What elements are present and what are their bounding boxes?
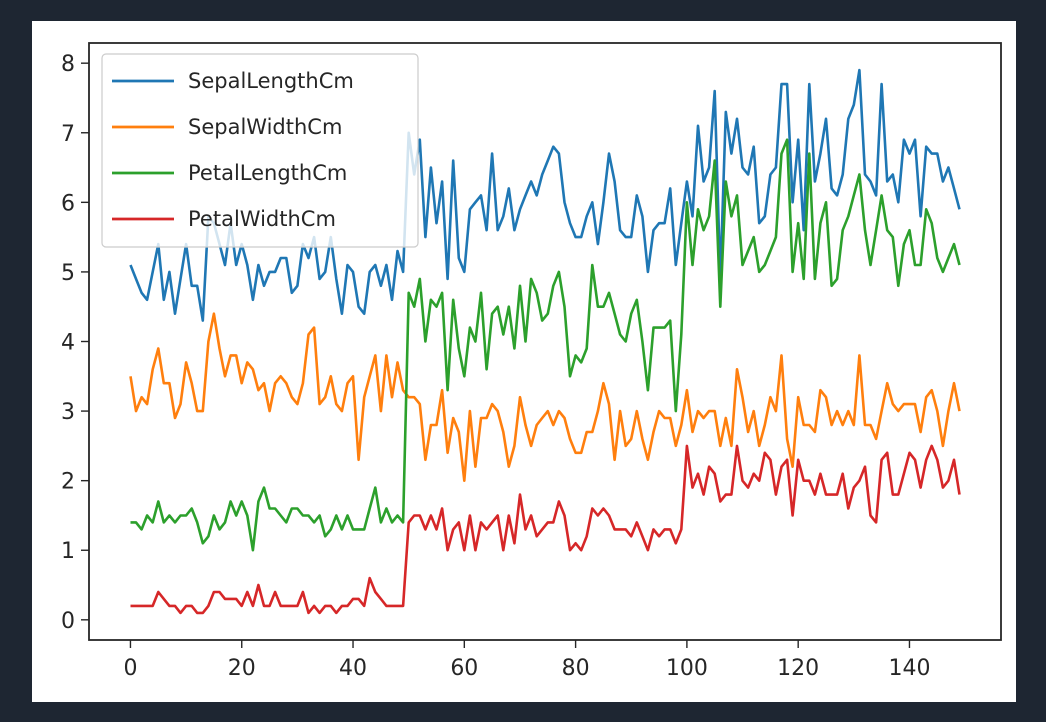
- y-tick-label: 8: [61, 52, 75, 77]
- y-tick-label: 1: [61, 539, 75, 564]
- legend-label-sepallengthcm: SepalLengthCm: [188, 69, 354, 93]
- legend-label-petalwidthcm: PetalWidthCm: [188, 207, 336, 231]
- x-tick-label: 120: [777, 656, 819, 681]
- chart-figure: 0 20 40 60 80 100 120 140 0 1 2 3 4 5 6 7 8 SepalLength…: [32, 21, 1016, 702]
- x-tick-label: 20: [228, 656, 256, 681]
- x-tick-label: 100: [666, 656, 708, 681]
- y-tick-label: 2: [61, 470, 75, 495]
- legend-label-sepalwidthcm: SepalWidthCm: [188, 115, 342, 139]
- series-lines: [129, 68, 961, 615]
- series-line-petallengthcm: [130, 138, 961, 552]
- y-axis: 0 1 2 3 4 5 6 7 8: [61, 52, 89, 634]
- x-tick-label: 140: [888, 656, 930, 681]
- y-tick-label: 0: [61, 609, 75, 634]
- series-line-sepallengthcm: [129, 68, 961, 322]
- line-chart: 0 20 40 60 80 100 120 140 0 1 2 3 4 5 6 7 8 SepalLength…: [61, 42, 1002, 681]
- x-tick-label: 60: [450, 656, 478, 681]
- y-tick-label: 3: [61, 400, 75, 425]
- legend: SepalLengthCm SepalWidthCm PetalLengthCm Pe…: [101, 53, 419, 248]
- x-tick-label: 80: [562, 656, 590, 681]
- y-tick-label: 6: [61, 191, 75, 216]
- series-line-sepalwidthcm: [129, 312, 961, 483]
- x-axis: 0 20 40 60 80 100 120 140: [123, 640, 930, 681]
- y-tick-label: 4: [61, 331, 75, 356]
- legend-label-petallengthcm: PetalLengthCm: [188, 161, 347, 185]
- y-tick-label: 7: [61, 122, 75, 147]
- x-tick-label: 0: [123, 656, 137, 681]
- y-tick-label: 5: [61, 261, 75, 286]
- series-line-petalwidthcm: [130, 444, 961, 615]
- x-tick-label: 40: [339, 656, 367, 681]
- legend-box: [101, 53, 419, 248]
